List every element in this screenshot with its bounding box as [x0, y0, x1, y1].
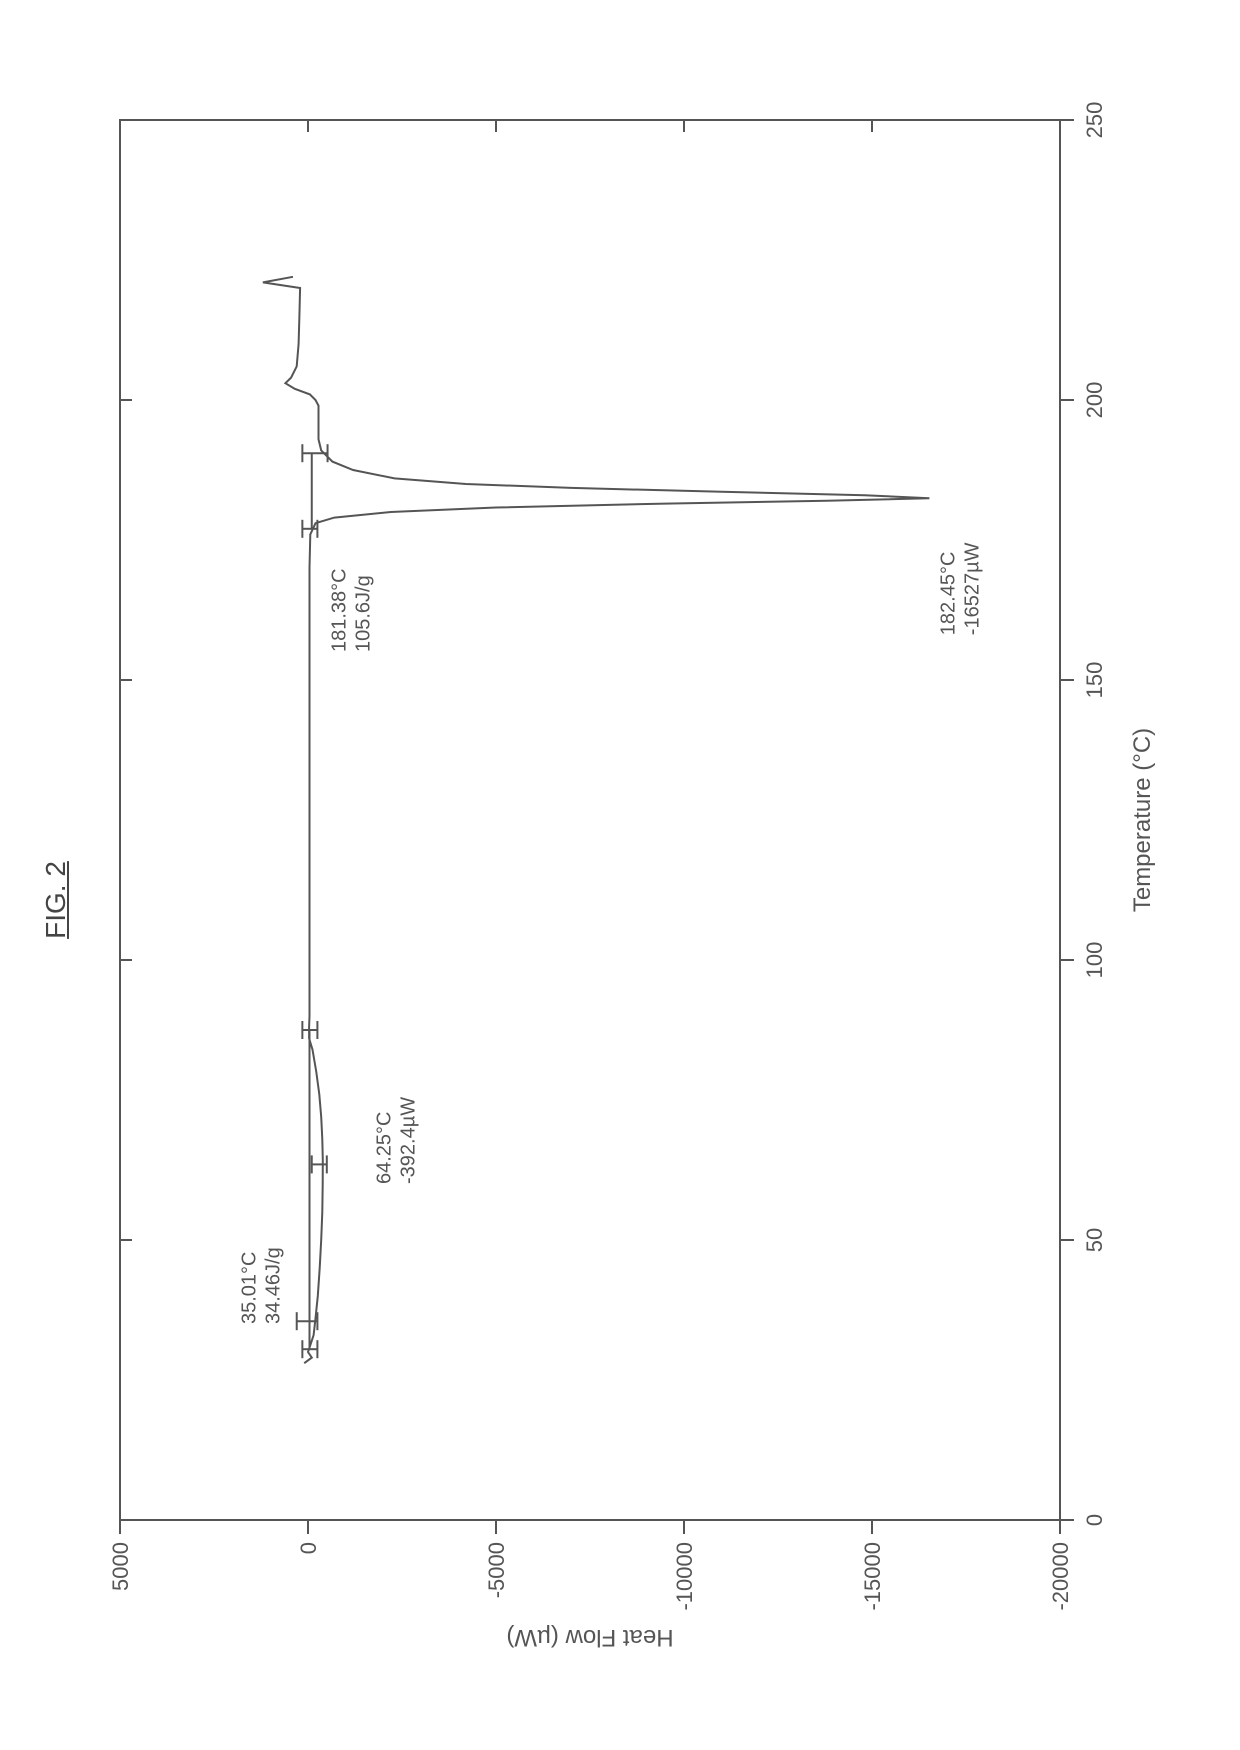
svg-text:-10000: -10000 — [672, 1542, 697, 1611]
svg-text:Heat Flow (µW): Heat Flow (µW) — [506, 1624, 673, 1651]
dsc-chart: 0 50 100 150 200 250 -20000 -15000 -10000 -5000 0 5… — [0, 0, 1240, 1750]
svg-text:-16527µW: -16527µW — [962, 542, 984, 635]
svg-text:35.01°C: 35.01°C — [238, 1252, 260, 1325]
svg-text:-392.4µW: -392.4µW — [398, 1097, 420, 1184]
svg-text:200: 200 — [1082, 382, 1107, 419]
svg-text:50: 50 — [1082, 1228, 1107, 1252]
chart-container: FIG. 2 0 50 100 150 200 250 -20000 -15000 -10000… — [0, 0, 1240, 1750]
svg-text:5000: 5000 — [108, 1542, 133, 1591]
svg-text:105.6J/g: 105.6J/g — [353, 575, 375, 652]
svg-text:Temperature (°C): Temperature (°C) — [1129, 728, 1156, 912]
svg-text:0: 0 — [1082, 1514, 1107, 1526]
svg-text:181.38°C: 181.38°C — [329, 568, 351, 652]
svg-text:250: 250 — [1082, 102, 1107, 139]
svg-text:-20000: -20000 — [1048, 1542, 1073, 1611]
svg-text:150: 150 — [1082, 662, 1107, 699]
svg-text:-5000: -5000 — [484, 1542, 509, 1598]
svg-text:182.45°C: 182.45°C — [938, 552, 960, 636]
svg-text:0: 0 — [296, 1542, 321, 1554]
figure-title: FIG. 2 — [40, 750, 72, 1050]
svg-text:-15000: -15000 — [860, 1542, 885, 1611]
svg-text:34.46J/g: 34.46J/g — [262, 1247, 284, 1324]
svg-text:100: 100 — [1082, 942, 1107, 979]
svg-text:64.25°C: 64.25°C — [374, 1112, 396, 1185]
